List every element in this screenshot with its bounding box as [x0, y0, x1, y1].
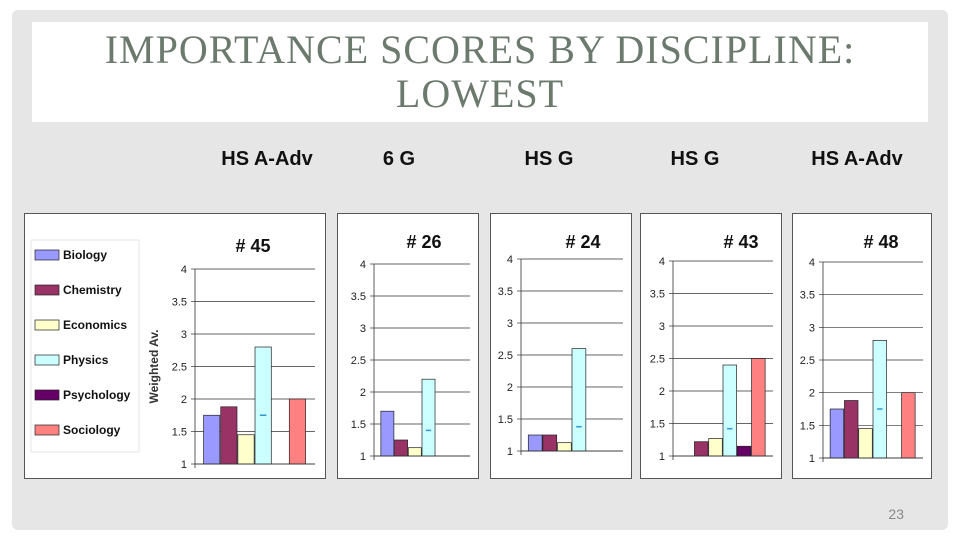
column-label-4: HS G	[670, 148, 720, 170]
chart-panel-5: 1 1.5 2 2.5 3 3.5 4 # 48	[792, 213, 932, 479]
y-tick-label: 1.5	[172, 427, 187, 439]
bar-physics	[421, 378, 436, 457]
legend-label-chemistry: Chemistry	[63, 283, 122, 297]
bar-biology	[829, 408, 845, 459]
y-tick-label: 2	[507, 382, 513, 394]
bar-sociology	[901, 392, 916, 459]
y-tick-label: 3.5	[498, 286, 513, 298]
legend-box	[30, 239, 140, 453]
legend-swatch-physics	[34, 354, 60, 366]
column-label-2: 6 G	[382, 148, 416, 170]
y-tick-label: 4	[181, 264, 187, 276]
chart-title: # 26	[406, 232, 441, 252]
chart-panel-4: 1 1.5 2 2.5 3 3.5 4 # 43	[640, 213, 782, 479]
legend-swatch-economics	[34, 319, 60, 331]
y-tick-label: 4	[809, 257, 815, 269]
y-tick-label: 1.5	[800, 420, 815, 432]
y-tick-label: 4	[659, 256, 665, 268]
bar-economics	[708, 438, 723, 457]
legend-swatch-sociology	[34, 424, 60, 436]
bar-chemistry	[220, 406, 238, 465]
chart-2: 1 1.5 2 2.5 3 3.5 4 # 26	[351, 232, 470, 463]
y-tick-label: 2.5	[800, 355, 815, 367]
chart-1: 1 1.5 2 2.5 3 3.5 4 # 45 Weighted Av. Biology Chem…	[30, 236, 315, 471]
chart-5: 1 1.5 2 2.5 3 3.5 4 # 48	[800, 232, 923, 465]
column-labels: HS A-Adv 6 G HS G HS G HS A-Adv	[0, 148, 960, 178]
bar-physics	[571, 348, 587, 452]
legend-swatch-psychology	[34, 389, 60, 401]
chart-title: # 43	[723, 232, 758, 252]
y-tick-label: 1	[809, 453, 815, 465]
bar-chemistry	[394, 439, 408, 457]
bar-chemistry	[844, 400, 859, 459]
y-tick-label: 3	[360, 323, 366, 335]
legend-swatch-chemistry	[34, 284, 60, 296]
bar-sociology	[288, 398, 306, 465]
bar-biology	[527, 434, 543, 452]
bar-biology	[203, 414, 221, 465]
y-tick-label: 2	[181, 394, 187, 406]
chart-title: # 48	[863, 232, 898, 252]
legend: Biology Chemistry Economics Physics Psycholo…	[30, 239, 140, 453]
bar-psychology	[736, 445, 752, 457]
page-number: 23	[888, 506, 904, 522]
y-tick-label: 3	[181, 329, 187, 341]
y-tick-label: 1.5	[498, 414, 513, 426]
legend-label-psychology: Psychology	[63, 388, 131, 402]
y-axis-label: Weighted Av.	[147, 329, 161, 403]
chart-title: # 45	[235, 236, 270, 256]
chart-title: # 24	[565, 232, 600, 252]
y-tick-label: 3.5	[650, 289, 665, 301]
y-tick-label: 1	[181, 459, 187, 471]
legend-label-economics: Economics	[63, 318, 127, 332]
chart-panel-1: 1 1.5 2 2.5 3 3.5 4 # 45 Weighted Av. Biology Chem…	[24, 213, 326, 479]
column-label-1: HS A-Adv	[221, 148, 313, 170]
y-tick-label: 1.5	[351, 419, 366, 431]
legend-label-sociology: Sociology	[63, 423, 121, 437]
y-tick-label: 3	[507, 318, 513, 330]
y-tick-label: 4	[360, 259, 366, 271]
y-tick-label: 1	[507, 446, 513, 458]
legend-label-biology: Biology	[63, 248, 107, 262]
y-tick-label: 2	[360, 387, 366, 399]
y-tick-label: 3.5	[351, 291, 366, 303]
y-tick-label: 2	[659, 386, 665, 398]
y-tick-label: 2.5	[351, 355, 366, 367]
chart-panel-3: 1 1.5 2 2.5 3 3.5 4 # 24	[490, 213, 632, 479]
chart-4: 1 1.5 2 2.5 3 3.5 4 # 43	[650, 232, 773, 463]
bar-economics	[237, 434, 255, 465]
y-tick-label: 1	[360, 451, 366, 463]
legend-swatch-biology	[34, 249, 60, 261]
y-tick-label: 2.5	[172, 362, 187, 374]
legend-label-physics: Physics	[63, 353, 109, 367]
bar-physics	[872, 340, 887, 459]
column-label-5: HS A-Adv	[811, 148, 903, 170]
y-tick-label: 3	[809, 322, 815, 334]
bar-sociology	[751, 358, 766, 457]
y-tick-label: 4	[507, 254, 513, 266]
y-tick-label: 2.5	[650, 354, 665, 366]
y-tick-label: 2	[809, 388, 815, 400]
column-label-3: HS G	[524, 148, 574, 170]
y-tick-label: 3.5	[172, 297, 187, 309]
chart-3: 1 1.5 2 2.5 3 3.5 4 # 24	[498, 232, 623, 458]
bar-economics	[858, 428, 873, 459]
slide-title: IMPORTANCE SCORES BY DISCIPLINE: LOWEST	[104, 27, 856, 116]
y-tick-label: 1	[659, 451, 665, 463]
bar-biology	[380, 410, 395, 457]
y-tick-label: 3	[659, 321, 665, 333]
y-tick-label: 2.5	[498, 350, 513, 362]
bar-physics	[254, 346, 272, 465]
bar-economics	[407, 447, 422, 457]
bar-economics	[557, 442, 572, 452]
bar-chemistry	[694, 441, 709, 457]
bar-physics	[722, 364, 737, 457]
chart-panel-2: 1 1.5 2 2.5 3 3.5 4 # 26	[337, 213, 479, 479]
bar-chemistry	[542, 434, 558, 452]
y-tick-label: 1.5	[650, 419, 665, 431]
title-box: IMPORTANCE SCORES BY DISCIPLINE: LOWEST	[32, 22, 928, 122]
y-tick-label: 3.5	[800, 290, 815, 302]
